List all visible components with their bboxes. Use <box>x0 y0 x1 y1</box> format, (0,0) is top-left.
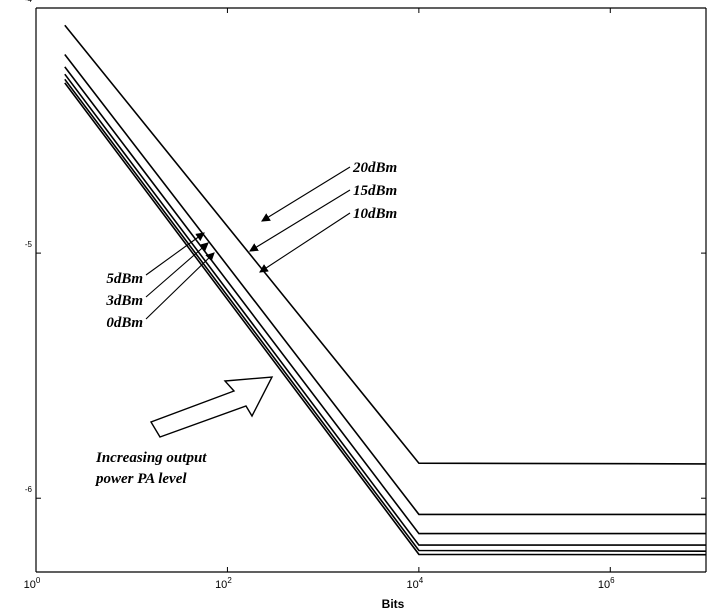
arrow-caption-line: power PA level <box>94 471 187 487</box>
arrow-caption-line: Increasing output <box>95 450 207 466</box>
x-axis-label: Bits <box>382 597 405 611</box>
x-tick-label: 102 <box>215 576 232 591</box>
annotation-arrow <box>249 189 351 252</box>
y-tick-label: -5 <box>25 240 33 249</box>
series-line-0dbm <box>64 82 707 556</box>
x-tick-label: 104 <box>407 576 424 591</box>
x-tick-label: 100 <box>24 576 41 591</box>
annotation-arrow <box>145 252 215 320</box>
y-tick-label: -6 <box>25 485 33 494</box>
annotation-label-10dbm: 10dBm <box>353 206 397 222</box>
y-tick-label: -4 <box>25 0 33 4</box>
annotation-arrow <box>259 212 351 273</box>
increasing-arrow-icon <box>149 376 274 438</box>
series-line-15dbm <box>64 54 706 516</box>
annotations: 20dBm 15dBm 10dBm 5dBm 3dBm 0dBm Increasing ou… <box>94 160 397 487</box>
annotation-label-15dbm: 15dBm <box>353 183 397 199</box>
series-line-20dbm <box>64 24 707 465</box>
annotation-arrow <box>145 242 209 298</box>
annotation-label-20dbm: 20dBm <box>352 160 397 176</box>
annotation-label-3dbm: 3dBm <box>105 293 143 309</box>
series-line-10dbm <box>64 66 706 535</box>
annotation-arrow <box>145 232 205 276</box>
series-line-3dbm <box>64 78 707 553</box>
annotation-label-5dbm: 5dBm <box>106 271 143 287</box>
series-line-5dbm <box>64 73 706 546</box>
x-tick-label: 106 <box>598 576 615 591</box>
annotation-arrow <box>261 166 351 222</box>
series-layer <box>64 24 707 556</box>
annotation-label-0dbm: 0dBm <box>106 315 143 331</box>
axes: -4 -5 -6 100 102 104 106 Bits <box>24 0 707 611</box>
